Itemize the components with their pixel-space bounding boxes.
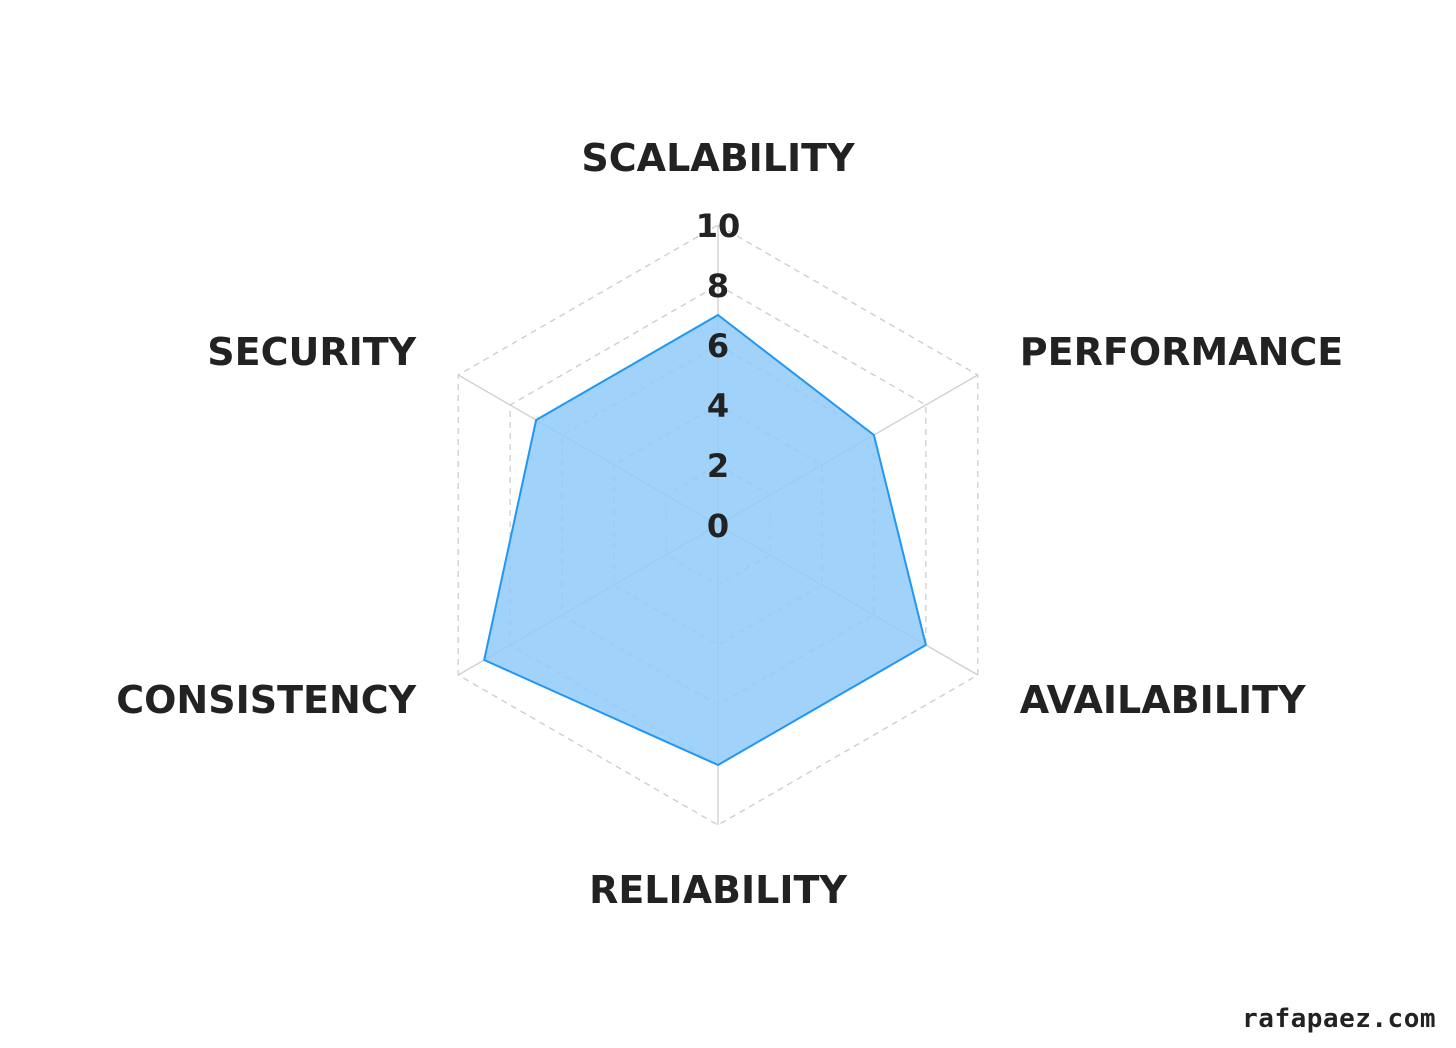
- tick-label-4: 4: [707, 387, 729, 425]
- tick-label-0: 0: [707, 507, 729, 545]
- tick-label-10: 10: [696, 207, 741, 245]
- watermark: rafapaez.com: [1242, 1004, 1436, 1034]
- tick-label-2: 2: [707, 447, 729, 485]
- series-area-0: [483, 314, 927, 766]
- axis-label-performance: PERFORMANCE: [1020, 330, 1343, 374]
- axis-label-availability: AVAILABILITY: [1020, 678, 1306, 722]
- axis-label-scalability: SCALABILITY: [581, 136, 855, 180]
- axis-label-reliability: RELIABILITY: [589, 868, 847, 912]
- axis-labels: SCALABILITY PERFORMANCE AVAILABILITY RELIAB…: [116, 136, 1343, 912]
- radial-ticks: 0 2 4 6 8 10: [696, 207, 741, 545]
- axis-label-security: SECURITY: [207, 330, 416, 374]
- tick-label-6: 6: [707, 327, 729, 365]
- data-series: [483, 314, 927, 766]
- tick-label-8: 8: [707, 267, 729, 305]
- axis-label-consistency: CONSISTENCY: [116, 678, 416, 722]
